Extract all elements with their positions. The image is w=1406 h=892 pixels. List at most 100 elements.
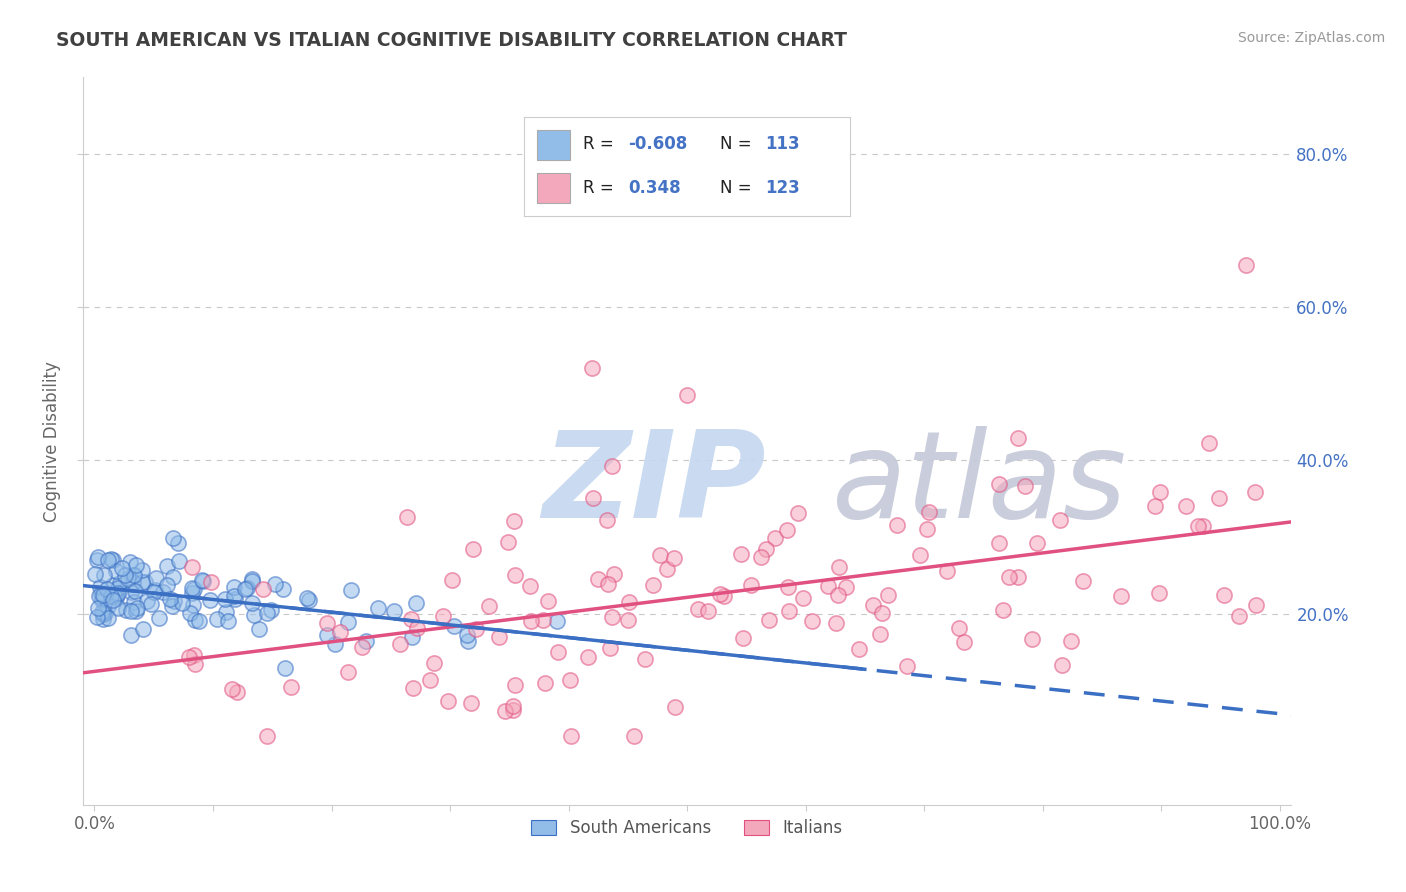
Point [315, 616, 337, 631]
Point [107, 581, 129, 595]
Point [758, 613, 780, 627]
Point [271, 582, 294, 596]
Point [240, 574, 263, 588]
Point [159, 592, 181, 607]
Point [778, 604, 800, 618]
Point [316, 628, 339, 642]
Point [560, 729, 582, 743]
Point [91, 607, 114, 621]
Point [156, 559, 179, 574]
Point [1050, 657, 1073, 672]
Point [519, 579, 541, 593]
Point [405, 596, 427, 610]
Point [817, 578, 839, 592]
Point [1212, 588, 1234, 602]
Point [600, 458, 623, 473]
Point [648, 548, 671, 562]
Point [558, 673, 581, 687]
Point [122, 568, 145, 582]
Point [207, 612, 229, 626]
Point [336, 665, 359, 680]
Point [1244, 485, 1267, 500]
Point [655, 562, 678, 576]
Point [118, 555, 141, 569]
Point [792, 591, 814, 606]
Point [1192, 518, 1215, 533]
Point [828, 560, 851, 574]
Point [172, 596, 194, 610]
Point [641, 578, 664, 592]
Point [1244, 598, 1267, 612]
Point [496, 535, 519, 549]
Y-axis label: Cognitive Disability: Cognitive Disability [44, 360, 60, 522]
Point [870, 607, 893, 621]
Point [94, 606, 117, 620]
Point [240, 596, 263, 610]
Point [122, 574, 145, 589]
Legend: South Americans, Italians: South Americans, Italians [524, 813, 849, 844]
Point [111, 561, 134, 575]
Point [143, 585, 166, 599]
Point [180, 585, 202, 599]
Point [329, 624, 352, 639]
Point [502, 514, 524, 528]
Point [1144, 499, 1167, 513]
Point [97, 553, 120, 567]
Point [339, 582, 361, 597]
Point [478, 599, 501, 614]
Point [457, 634, 479, 648]
Point [191, 574, 214, 588]
Point [323, 637, 346, 651]
Point [1021, 632, 1043, 647]
Point [787, 506, 810, 520]
Point [1187, 519, 1209, 533]
Point [918, 505, 941, 519]
Point [534, 676, 557, 690]
Point [181, 598, 204, 612]
Point [101, 552, 124, 566]
Point [993, 602, 1015, 616]
Point [124, 595, 146, 609]
Point [755, 541, 778, 556]
Point [776, 580, 799, 594]
Point [247, 622, 270, 636]
Point [87, 550, 110, 565]
Point [177, 650, 200, 665]
Point [827, 588, 849, 602]
Point [456, 628, 478, 642]
Point [214, 591, 236, 606]
Point [120, 604, 142, 618]
Point [848, 642, 870, 657]
Point [599, 640, 621, 655]
Point [84, 566, 107, 581]
Point [162, 570, 184, 584]
Point [101, 578, 124, 592]
Point [586, 573, 609, 587]
Point [89, 580, 111, 594]
Point [503, 677, 526, 691]
Point [97, 599, 120, 613]
Point [596, 576, 619, 591]
Point [1109, 589, 1132, 603]
Point [337, 615, 360, 630]
Point [801, 614, 824, 628]
Point [274, 661, 297, 675]
Point [733, 631, 755, 645]
Point [603, 566, 626, 581]
Point [295, 591, 318, 606]
Point [1236, 258, 1258, 272]
Point [519, 614, 541, 628]
Point [713, 589, 735, 603]
Point [987, 477, 1010, 491]
Point [200, 575, 222, 590]
Point [86, 552, 108, 566]
Point [633, 652, 655, 666]
Point [623, 729, 645, 743]
Point [89, 589, 111, 603]
Point [163, 593, 186, 607]
Point [869, 627, 891, 641]
Point [356, 634, 378, 648]
Point [1147, 586, 1170, 600]
Point [896, 659, 918, 673]
Text: Source: ZipAtlas.com: Source: ZipAtlas.com [1237, 31, 1385, 45]
